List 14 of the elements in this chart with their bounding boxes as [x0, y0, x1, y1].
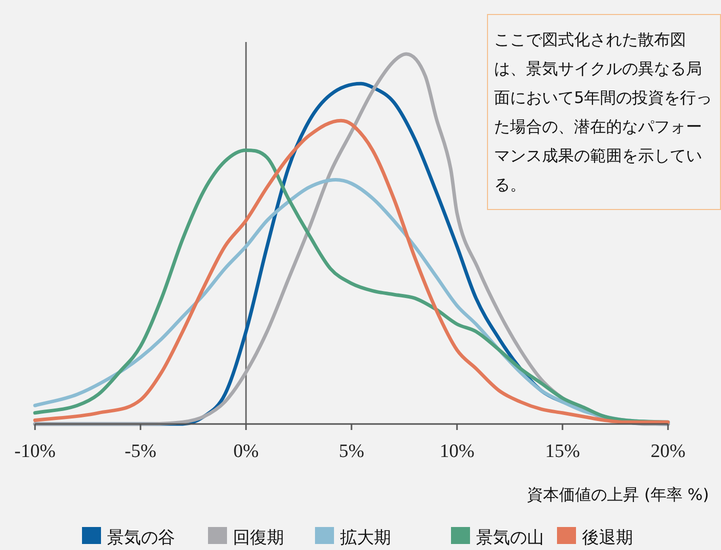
- x-tick-label: 10%: [440, 441, 475, 462]
- legend-label: 景気の山: [476, 528, 544, 548]
- x-tick-label: 5%: [338, 441, 364, 462]
- x-tick-label: -10%: [14, 441, 56, 462]
- annotation: ここで図式化された散布図は、景気サイクルの異なる局面において5年間の投資を行った場合の、潜在的なパフォーマンス成果の範囲を示している。: [487, 14, 721, 210]
- x-tick-label: -5%: [124, 441, 156, 462]
- x-tick-label: 0%: [233, 441, 259, 462]
- legend-label: 拡大期: [340, 528, 391, 548]
- legend-label: 後退期: [582, 528, 633, 548]
- legend-label: 景気の谷: [107, 528, 175, 548]
- x-axis-title: 資本価値の上昇 (年率 %): [527, 485, 709, 504]
- legend-label: 回復期: [233, 528, 284, 548]
- x-tick-label: 15%: [545, 441, 580, 462]
- x-tick-label: 20%: [650, 441, 686, 462]
